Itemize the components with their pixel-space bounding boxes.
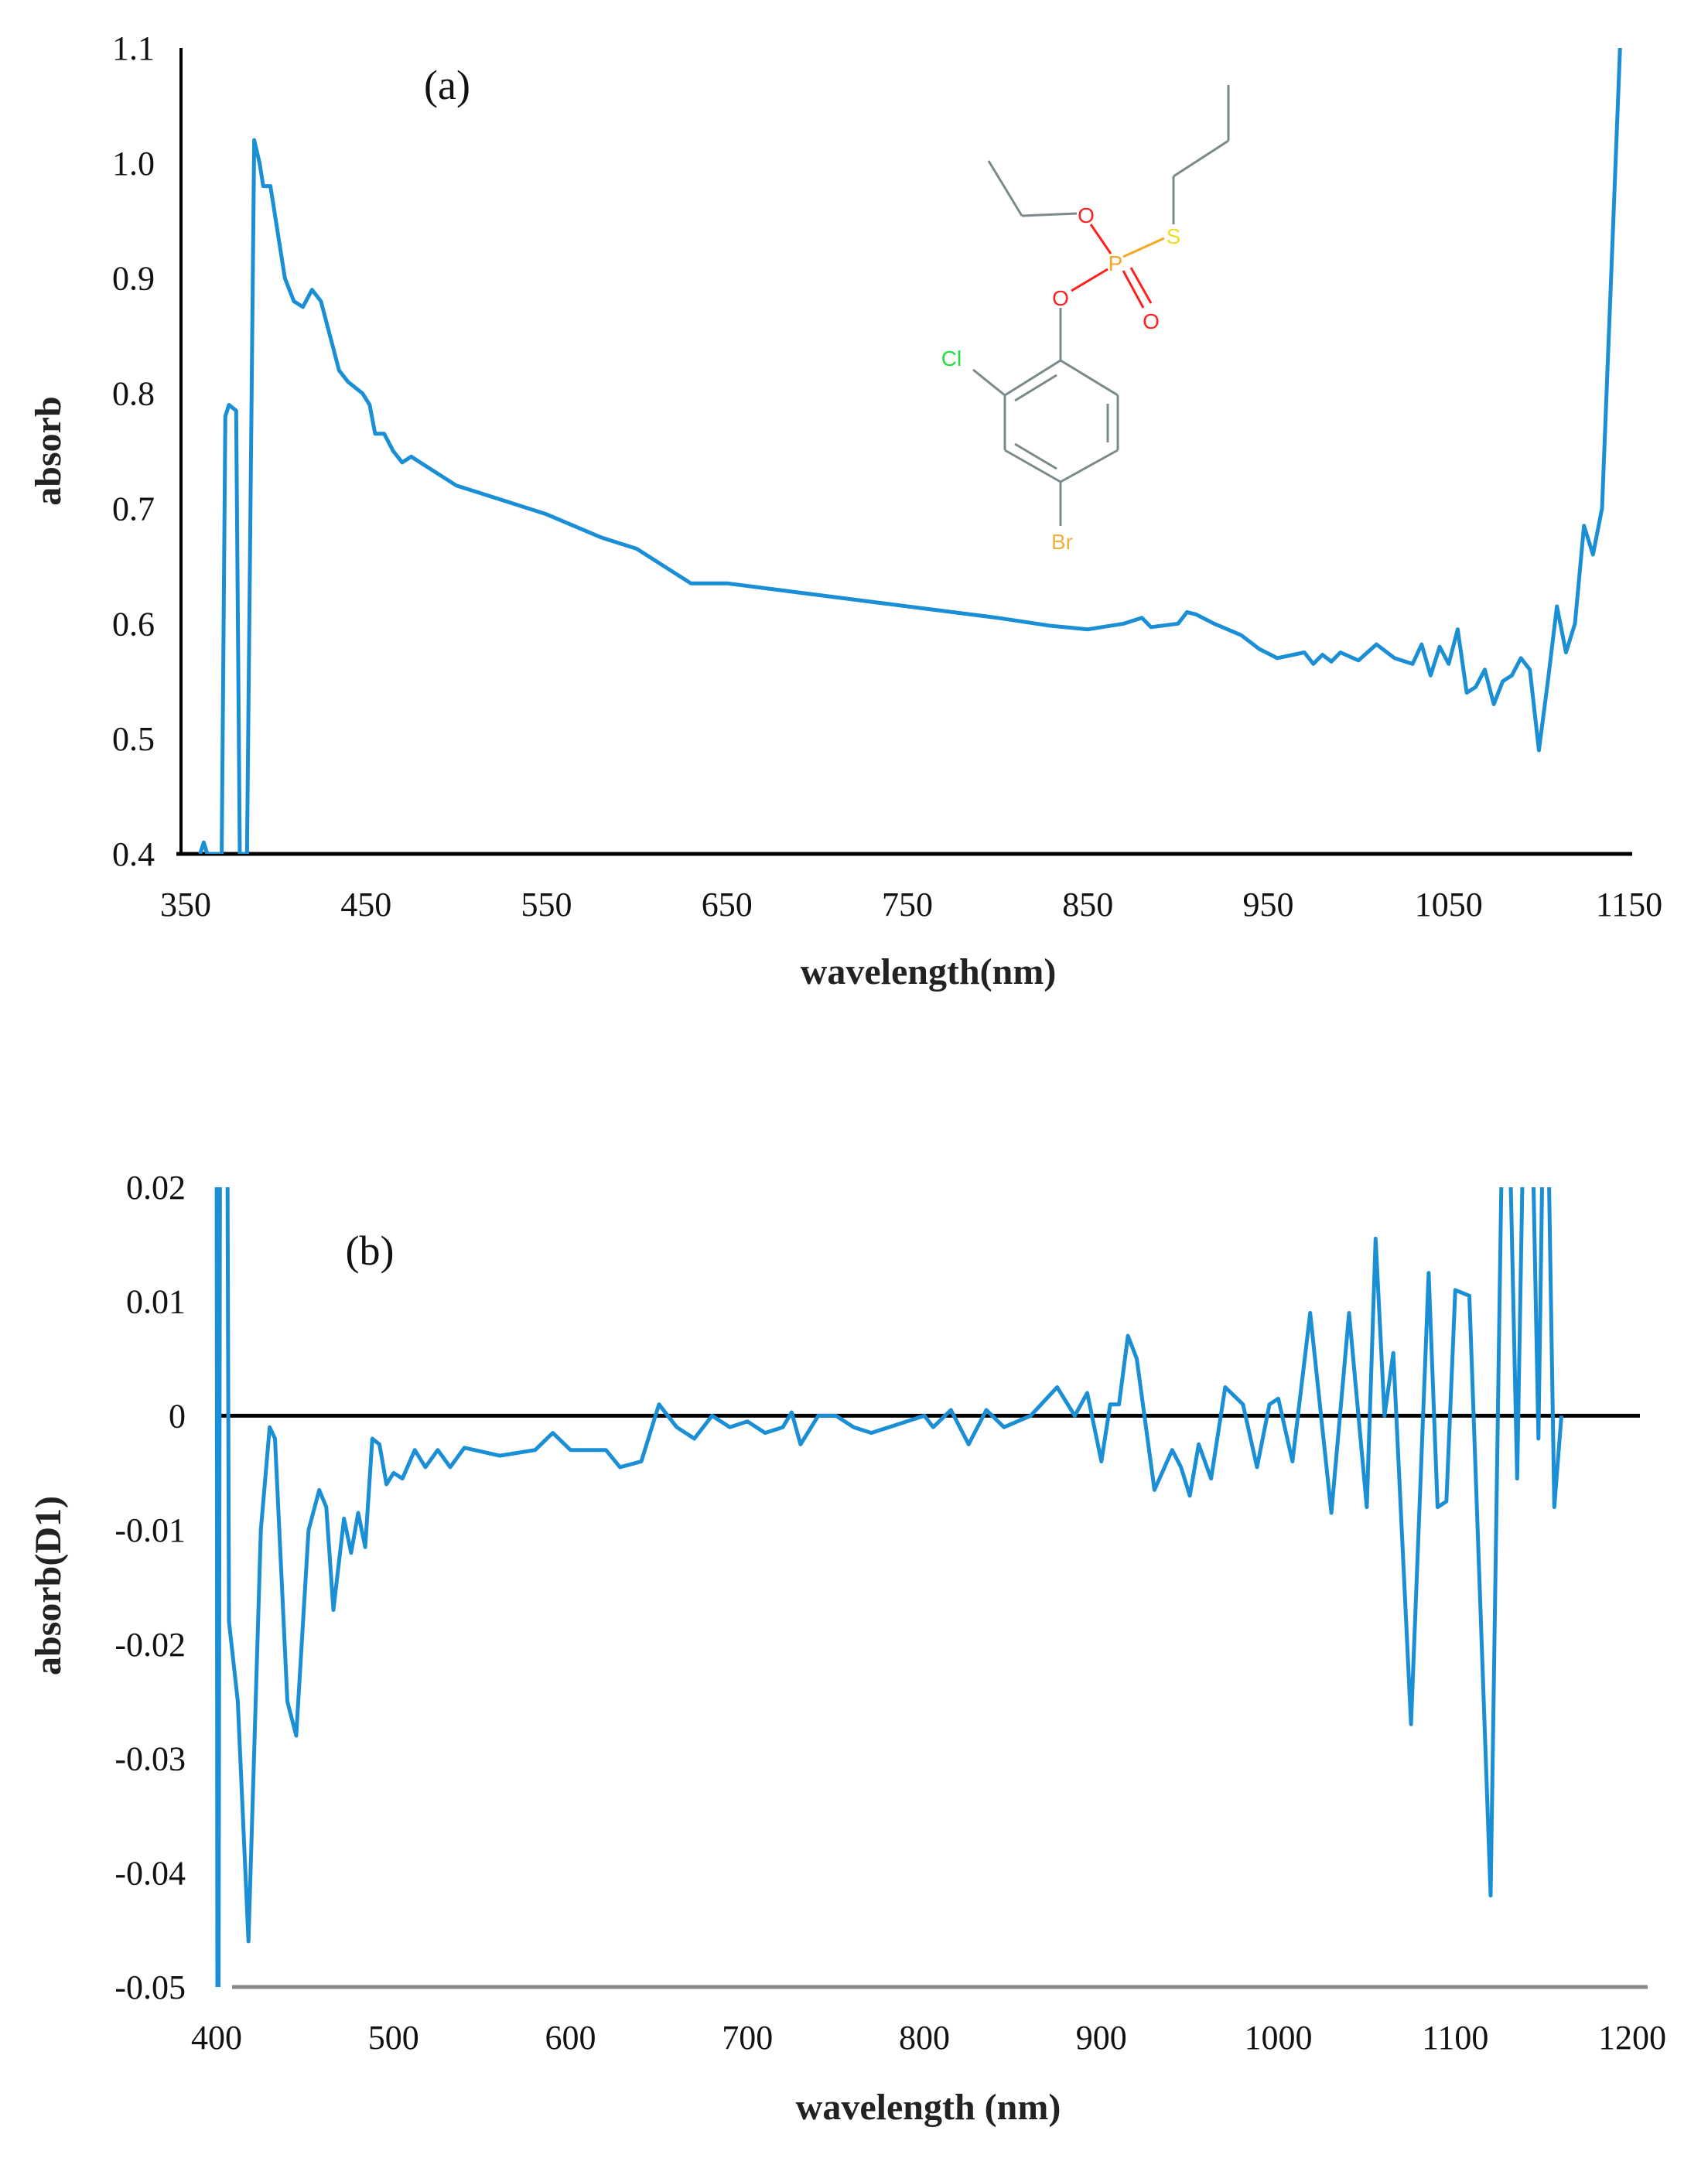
x-tick-label: 1050 xyxy=(1415,886,1483,924)
atom-label-s: S xyxy=(1167,224,1181,248)
atom-label-o: O xyxy=(1052,286,1069,310)
y-tick-label: 0 xyxy=(169,1397,186,1435)
molecule-bond xyxy=(1122,270,1145,309)
x-tick-label: 600 xyxy=(545,2019,596,2057)
x-tick-label: 1100 xyxy=(1422,2019,1488,2057)
y-tick-label: 1.0 xyxy=(112,145,155,183)
atom-label-o: O xyxy=(1078,203,1095,227)
x-axis-label-a: wavelength(nm) xyxy=(801,951,1057,992)
y-tick-label: -0.01 xyxy=(114,1511,186,1549)
molecule-bond xyxy=(1122,237,1165,258)
y-tick-label: -0.02 xyxy=(114,1626,186,1664)
panel-label-a: (a) xyxy=(424,62,470,108)
x-tick-label: 1150 xyxy=(1596,886,1662,924)
molecule-bond xyxy=(1014,374,1057,402)
y-tick-label: -0.04 xyxy=(114,1854,186,1892)
y-tick-label: 0.4 xyxy=(112,835,155,873)
x-tick-label: 400 xyxy=(191,2019,242,2057)
data-series-line xyxy=(214,1187,1563,1987)
molecule-bond xyxy=(1060,359,1119,397)
y-tick-label: 0.01 xyxy=(126,1283,186,1321)
molecule-bond xyxy=(1004,359,1061,397)
molecule-bond xyxy=(1129,267,1153,304)
molecule-bond xyxy=(1071,268,1108,292)
molecule-bond xyxy=(987,160,1023,217)
y-tick-label: 0.02 xyxy=(126,1169,186,1207)
x-tick-label: 1000 xyxy=(1245,2019,1313,2057)
x-tick-label: 700 xyxy=(722,2019,773,2057)
x-tick-label: 450 xyxy=(340,886,391,924)
molecule-bond xyxy=(1089,224,1112,254)
atom-label-p: P xyxy=(1108,251,1123,275)
molecule-bond xyxy=(1021,212,1078,217)
y-tick-label: 1.1 xyxy=(112,29,155,67)
atom-label-cl: Cl xyxy=(941,347,962,370)
molecule-bond xyxy=(1014,442,1057,470)
y-tick-label: 0.7 xyxy=(112,490,155,527)
molecule-bond xyxy=(1060,449,1119,483)
y-tick-label: 0.5 xyxy=(112,720,155,758)
x-tick-label: 750 xyxy=(882,886,933,924)
y-tick-label: 0.8 xyxy=(112,375,155,413)
atom-label-o: O xyxy=(1143,309,1160,333)
x-tick-label: 350 xyxy=(160,886,211,924)
x-tick-label: 900 xyxy=(1076,2019,1127,2057)
atom-label-br: Br xyxy=(1051,530,1073,554)
molecule-bond xyxy=(1004,449,1061,483)
y-tick-label: 0.6 xyxy=(112,605,155,643)
x-tick-label: 1200 xyxy=(1598,2019,1666,2057)
y-axis-label-a: absorb xyxy=(28,396,69,505)
x-tick-label: 950 xyxy=(1243,886,1294,924)
panel-label-b: (b) xyxy=(346,1227,395,1274)
molecule-bond xyxy=(1173,139,1229,178)
x-tick-label: 800 xyxy=(899,2019,950,2057)
x-tick-label: 500 xyxy=(368,2019,419,2057)
x-axis-label-b: wavelength (nm) xyxy=(796,2087,1061,2128)
molecule-bond xyxy=(972,368,1006,397)
y-axis-label-b: absorb(D1) xyxy=(28,1496,69,1675)
x-tick-label: 850 xyxy=(1062,886,1113,924)
x-tick-label: 650 xyxy=(702,886,753,924)
x-tick-label: 550 xyxy=(521,886,572,924)
y-tick-label: -0.03 xyxy=(114,1740,186,1778)
y-tick-label: 0.9 xyxy=(112,260,155,298)
y-tick-label: -0.05 xyxy=(114,1968,186,2006)
data-series-line xyxy=(198,48,1622,854)
chart-b: (b) wavelength (nm) absorb(D1) 400 500 600… xyxy=(28,1169,1666,2128)
